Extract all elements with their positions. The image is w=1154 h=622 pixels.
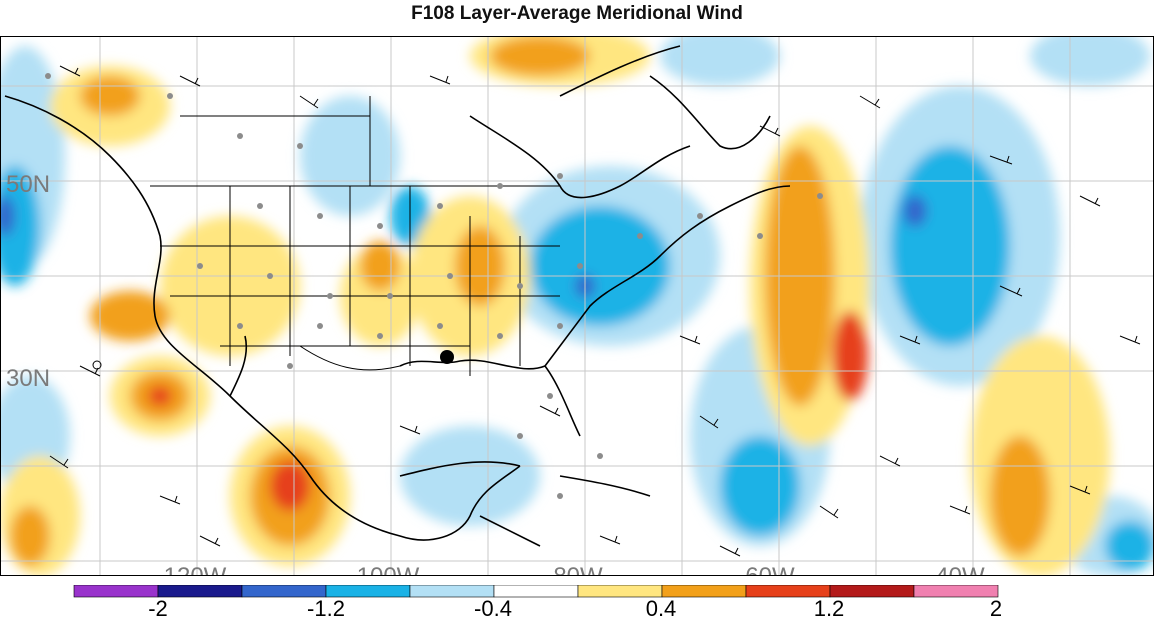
colorbar-label-neg1-2: -1.2 — [307, 596, 345, 621]
lon-label-60w: 60W — [745, 563, 795, 576]
open-circle-marker — [92, 360, 102, 370]
lon-label-100w: 100W — [357, 563, 420, 576]
lon-label-40w: 40W — [935, 563, 985, 576]
chart-title: F108 Layer-Average Meridional Wind — [411, 3, 743, 24]
colorbar — [73, 585, 999, 598]
lat-label-50n: 50N — [6, 171, 50, 198]
latitude-labels: 50N 30N — [6, 171, 50, 392]
colorbar-swatches — [73, 585, 999, 598]
colorbar-swatch — [157, 585, 243, 598]
meridional-wind-map: 50N 30N 120W 100W 80W 60W 40W — [0, 36, 1154, 576]
coastlines — [4, 45, 791, 547]
shading-layer — [0, 36, 1154, 576]
colorbar-label-0-4: 0.4 — [645, 596, 677, 621]
political-borders — [150, 96, 560, 376]
colorbar-label-2: 2 — [989, 596, 1003, 621]
colorbar-label-1-2: 1.2 — [813, 596, 845, 621]
station-dots — [45, 73, 823, 499]
colorbar-swatch — [73, 585, 159, 598]
highlight-dot — [440, 350, 454, 364]
colorbar-swatch — [913, 585, 999, 598]
graticule — [0, 36, 1154, 576]
colorbar-label-neg2: -2 — [148, 596, 168, 621]
lat-label-30n: 30N — [6, 365, 50, 392]
colorbar-label-neg0-4: -0.4 — [474, 596, 512, 621]
lon-label-80w: 80W — [553, 563, 603, 576]
longitude-labels: 120W 100W 80W 60W 40W — [164, 563, 985, 576]
lon-label-120w: 120W — [164, 563, 227, 576]
wind-barbs — [49, 65, 1141, 557]
